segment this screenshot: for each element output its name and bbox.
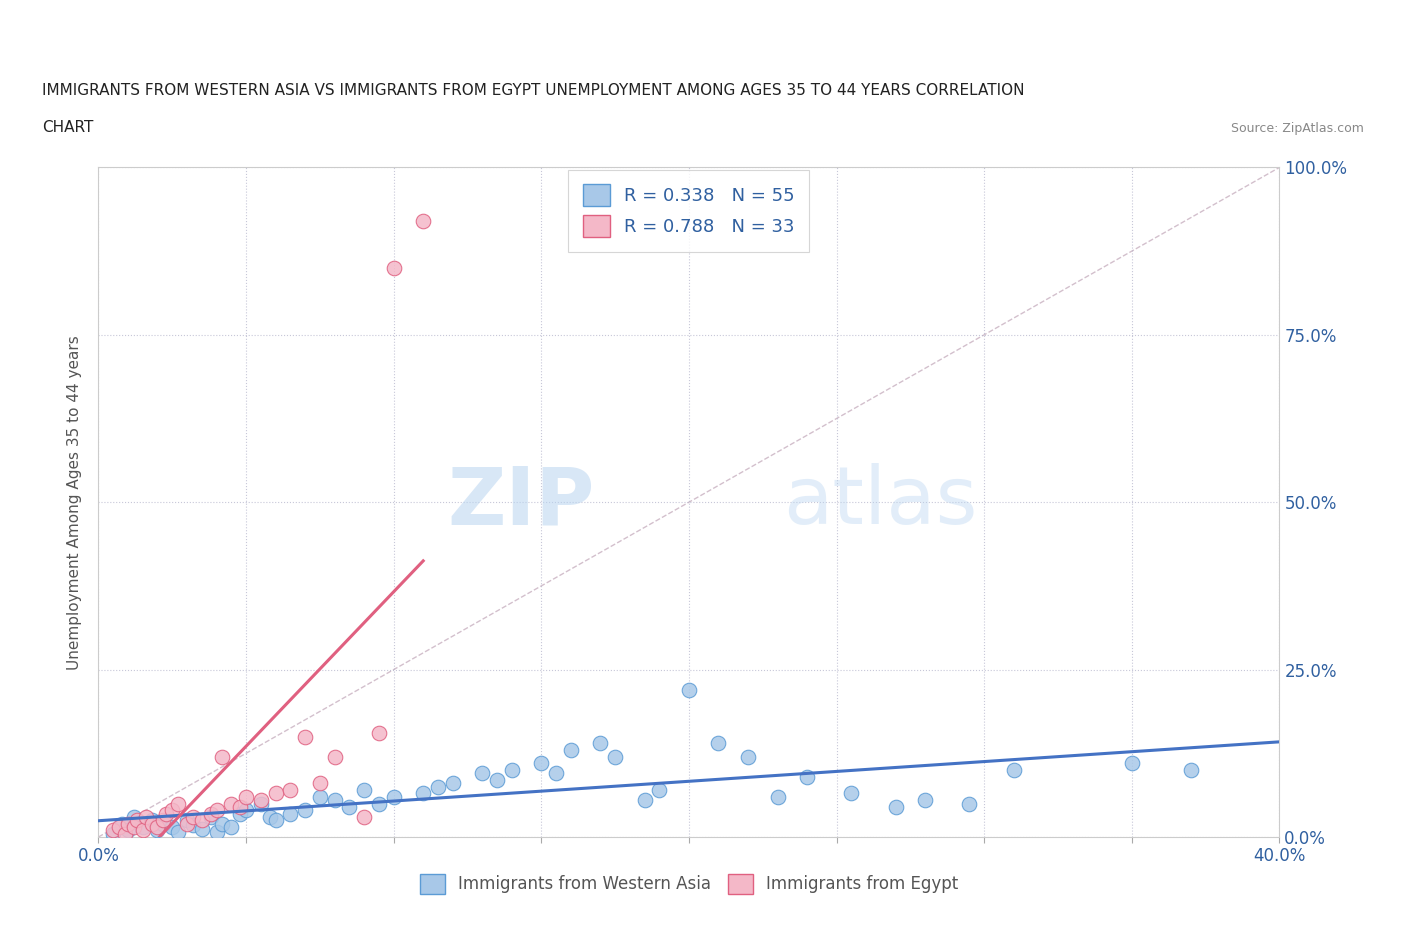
Point [219, 819, 242, 834]
Point [191, 821, 214, 836]
Point [737, 750, 759, 764]
Point [560, 742, 582, 757]
Point [471, 766, 494, 781]
Point [122, 809, 145, 824]
Point [339, 800, 360, 815]
Text: CHART: CHART [42, 120, 94, 135]
Point [205, 824, 228, 839]
Point [108, 819, 131, 834]
Point [486, 773, 509, 788]
Point [235, 790, 257, 804]
Point [103, 823, 125, 838]
Point [382, 790, 405, 804]
Point [152, 813, 174, 828]
Point [200, 809, 222, 824]
Point [368, 796, 391, 811]
Point [200, 806, 222, 821]
Point [368, 725, 391, 740]
Point [117, 823, 139, 838]
Point [211, 750, 233, 764]
Point [152, 817, 174, 831]
Point [219, 796, 242, 811]
Point [678, 683, 700, 698]
Legend: Immigrants from Western Asia, Immigrants from Egypt: Immigrants from Western Asia, Immigrants… [412, 865, 966, 902]
Point [412, 786, 434, 801]
Point [259, 809, 281, 824]
Text: atlas: atlas [783, 463, 977, 541]
Point [146, 819, 169, 834]
Point [141, 817, 163, 831]
Point [167, 824, 190, 839]
Point [353, 809, 375, 824]
Point [441, 776, 464, 790]
Point [412, 214, 434, 229]
Point [501, 763, 523, 777]
Y-axis label: Unemployment Among Ages 35 to 44 years: Unemployment Among Ages 35 to 44 years [67, 335, 83, 670]
Point [959, 796, 981, 811]
Point [211, 817, 233, 831]
Point [229, 806, 252, 821]
Point [1121, 756, 1143, 771]
Point [264, 786, 287, 801]
Point [167, 796, 190, 811]
Point [181, 817, 204, 832]
Point [250, 792, 273, 807]
Point [146, 823, 169, 838]
Point [323, 792, 346, 807]
Point [427, 779, 450, 794]
Point [323, 750, 346, 764]
Point [117, 817, 139, 831]
Point [235, 803, 257, 817]
Point [141, 813, 163, 828]
Point [205, 803, 228, 817]
Point [633, 792, 655, 807]
Point [229, 800, 252, 815]
Point [132, 823, 155, 838]
Point [181, 809, 204, 824]
Point [382, 260, 405, 275]
Point [796, 769, 818, 784]
Point [841, 786, 863, 801]
Point [309, 790, 332, 804]
Point [125, 813, 148, 828]
Point [264, 813, 287, 828]
Point [250, 796, 273, 811]
Point [884, 800, 907, 815]
Point [294, 803, 316, 817]
Point [155, 806, 177, 821]
Point [278, 806, 302, 821]
Point [914, 792, 936, 807]
Point [111, 817, 134, 831]
Point [605, 750, 627, 764]
Point [278, 783, 302, 798]
Text: Source: ZipAtlas.com: Source: ZipAtlas.com [1230, 122, 1364, 135]
Point [353, 783, 375, 798]
Point [1002, 763, 1025, 777]
Point [162, 819, 183, 834]
Point [530, 756, 553, 771]
Point [114, 826, 136, 841]
Point [648, 783, 671, 798]
Point [122, 819, 145, 834]
Text: ZIP: ZIP [447, 463, 595, 541]
Point [546, 766, 568, 781]
Point [707, 736, 730, 751]
Point [162, 803, 183, 817]
Point [132, 819, 155, 834]
Point [1180, 763, 1202, 777]
Point [294, 729, 316, 744]
Point [176, 813, 198, 828]
Point [766, 790, 789, 804]
Text: IMMIGRANTS FROM WESTERN ASIA VS IMMIGRANTS FROM EGYPT UNEMPLOYMENT AMONG AGES 35: IMMIGRANTS FROM WESTERN ASIA VS IMMIGRAN… [42, 83, 1025, 98]
Point [135, 809, 157, 824]
Point [176, 817, 198, 831]
Point [589, 736, 612, 751]
Point [309, 776, 332, 790]
Point [191, 813, 214, 828]
Point [103, 826, 125, 841]
